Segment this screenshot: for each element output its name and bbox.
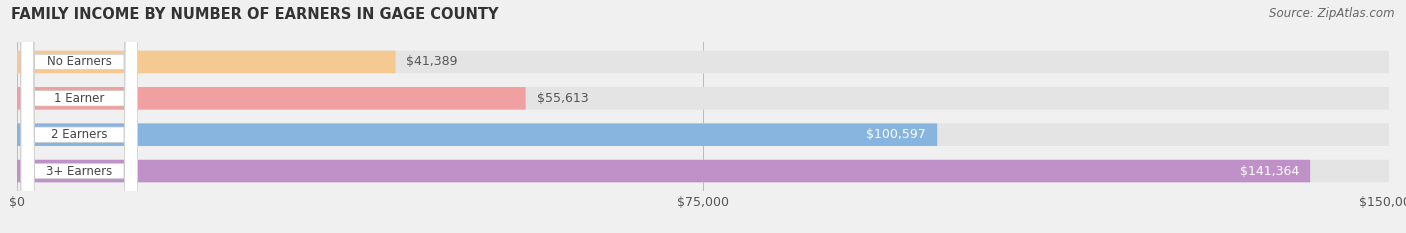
FancyBboxPatch shape — [17, 51, 1389, 73]
FancyBboxPatch shape — [17, 87, 1389, 110]
FancyBboxPatch shape — [17, 160, 1310, 182]
Text: $100,597: $100,597 — [866, 128, 927, 141]
Text: $55,613: $55,613 — [537, 92, 588, 105]
Text: 2 Earners: 2 Earners — [51, 128, 108, 141]
FancyBboxPatch shape — [17, 160, 1389, 182]
FancyBboxPatch shape — [21, 0, 138, 233]
FancyBboxPatch shape — [21, 0, 138, 233]
Text: No Earners: No Earners — [46, 55, 111, 69]
Text: $41,389: $41,389 — [406, 55, 458, 69]
FancyBboxPatch shape — [21, 0, 138, 233]
FancyBboxPatch shape — [17, 87, 526, 110]
Text: $141,364: $141,364 — [1240, 164, 1299, 178]
FancyBboxPatch shape — [21, 0, 138, 233]
FancyBboxPatch shape — [17, 51, 395, 73]
Text: 1 Earner: 1 Earner — [53, 92, 104, 105]
Text: FAMILY INCOME BY NUMBER OF EARNERS IN GAGE COUNTY: FAMILY INCOME BY NUMBER OF EARNERS IN GA… — [11, 7, 499, 22]
FancyBboxPatch shape — [17, 123, 938, 146]
Text: Source: ZipAtlas.com: Source: ZipAtlas.com — [1270, 7, 1395, 20]
Text: 3+ Earners: 3+ Earners — [46, 164, 112, 178]
FancyBboxPatch shape — [17, 123, 1389, 146]
